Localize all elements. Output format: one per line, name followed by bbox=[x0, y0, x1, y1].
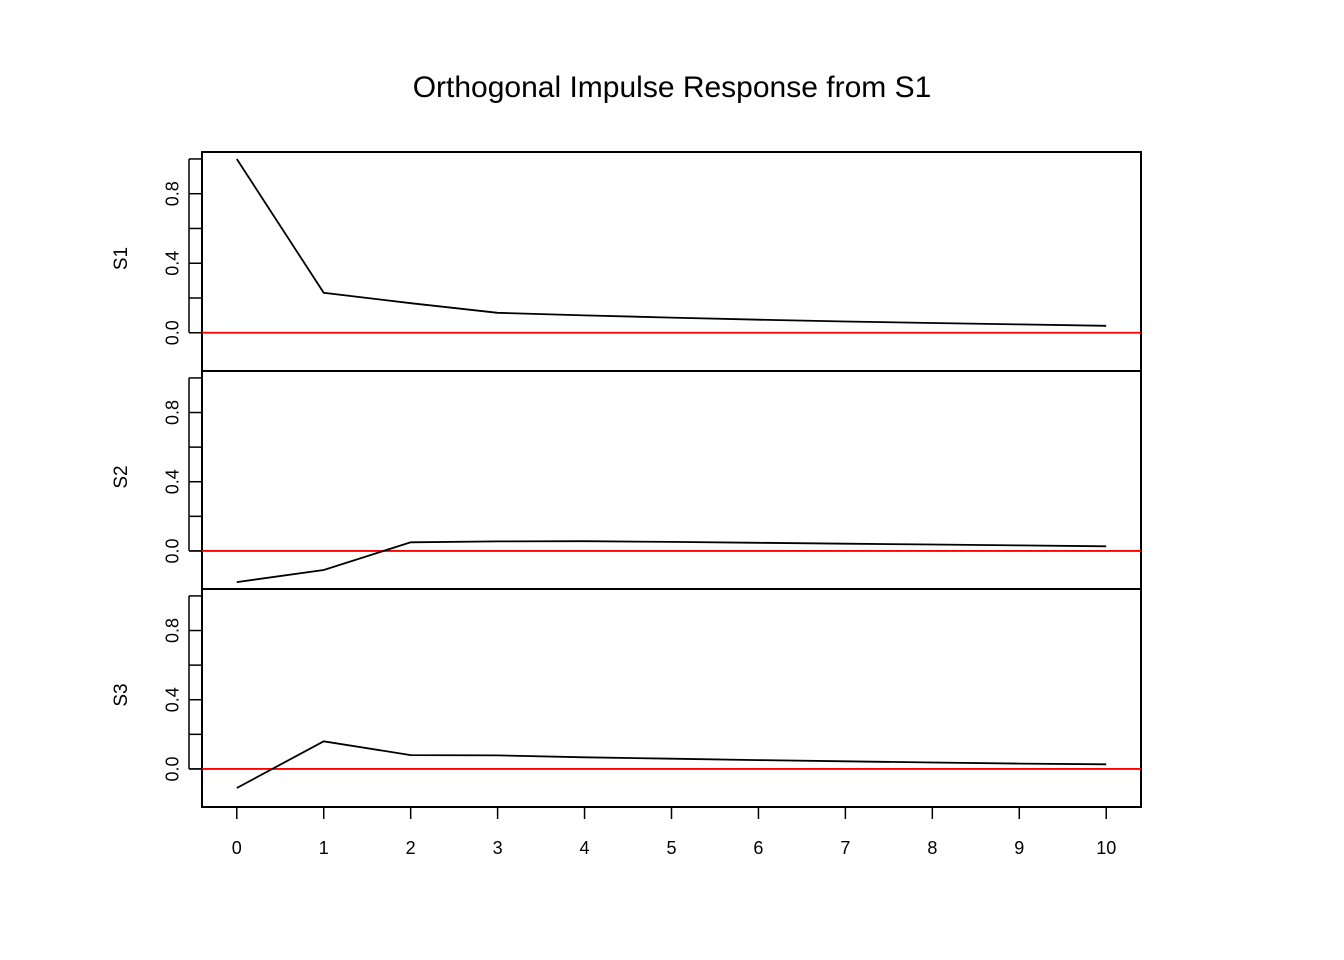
response-line-s2 bbox=[236, 540, 1107, 583]
x-tick-label: 9 bbox=[1014, 838, 1024, 858]
x-tick-label: 7 bbox=[840, 838, 850, 858]
y-tick-label: 0.8 bbox=[163, 400, 183, 425]
x-tick-label: 10 bbox=[1096, 838, 1116, 858]
panel-s3: 0.0 0.4 0.8 S3 bbox=[111, 588, 1142, 808]
x-axis: 0 1 2 3 4 5 6 7 8 9 10 bbox=[232, 807, 1116, 858]
x-tick-label: 3 bbox=[493, 838, 503, 858]
x-tick-label: 4 bbox=[580, 838, 590, 858]
panel-s2: 0.0 0.4 0.8 S2 bbox=[111, 370, 1142, 590]
y-tick-label: 0.4 bbox=[163, 251, 183, 276]
y-tick-label: 0.0 bbox=[163, 320, 183, 345]
x-tick-label: 1 bbox=[319, 838, 329, 858]
y-tick-label: 0.8 bbox=[163, 618, 183, 643]
chart-title: Orthogonal Impulse Response from S1 bbox=[413, 71, 932, 104]
y-tick-label: 0.0 bbox=[163, 756, 183, 781]
panels-group: 0.0 0.4 0.8 S1 0.0 0.4 0.8 S2 0.0 0.4 0.8 S3 bbox=[111, 151, 1142, 808]
y-tick-label: 0.0 bbox=[163, 538, 183, 563]
y-tick-label: 0.4 bbox=[163, 687, 183, 712]
panel-ylabel: S1 bbox=[111, 247, 132, 270]
x-tick-label: 5 bbox=[666, 838, 676, 858]
panel-frame bbox=[201, 370, 1142, 590]
x-tick-label: 2 bbox=[406, 838, 416, 858]
panel-ylabel: S2 bbox=[111, 465, 132, 488]
panel-s1: 0.0 0.4 0.8 S1 bbox=[111, 151, 1142, 372]
response-line-s1 bbox=[236, 158, 1107, 327]
panel-frame bbox=[201, 588, 1142, 808]
x-tick-label: 0 bbox=[232, 838, 242, 858]
panel-frame bbox=[201, 151, 1142, 372]
response-line-s3 bbox=[236, 740, 1107, 789]
x-tick-label: 6 bbox=[753, 838, 763, 858]
panel-ylabel: S3 bbox=[111, 683, 132, 706]
y-tick-label: 0.8 bbox=[163, 181, 183, 206]
y-tick-label: 0.4 bbox=[163, 469, 183, 494]
x-tick-label: 8 bbox=[927, 838, 937, 858]
